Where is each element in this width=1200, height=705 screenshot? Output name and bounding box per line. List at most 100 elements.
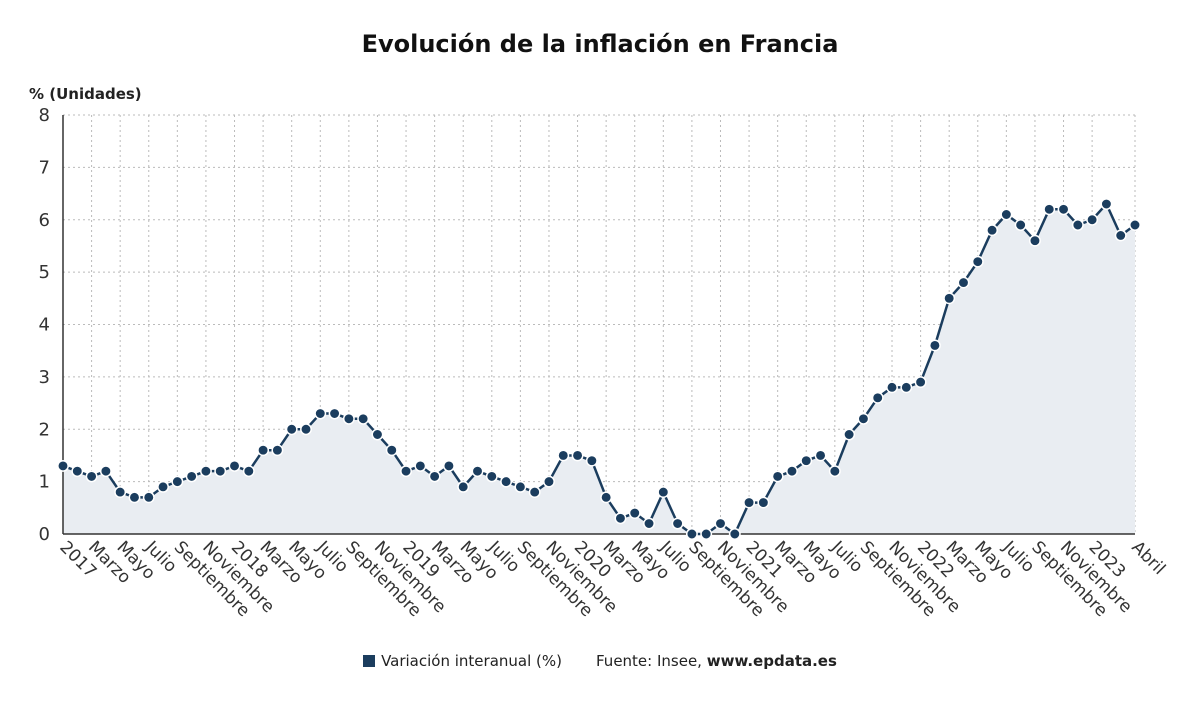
y-tick-label: 5 [39,262,50,283]
data-point [242,465,255,478]
data-point [71,465,84,478]
data-point [943,292,956,305]
y-tick-label: 1 [39,472,50,493]
data-point [671,517,684,530]
data-point [442,459,455,472]
y-tick-label: 7 [39,157,50,178]
data-point [571,449,584,462]
data-point [900,381,913,394]
data-point [328,407,341,420]
data-point [1043,203,1056,216]
data-point [814,449,827,462]
x-tick-label: Abril [1127,537,1169,579]
data-point [1129,219,1141,231]
data-point [914,376,927,389]
y-tick-label: 4 [39,315,50,336]
data-point [714,517,727,530]
y-tick-label: 3 [39,367,50,388]
data-point [786,465,798,478]
data-point [886,381,898,394]
data-point [1114,229,1127,242]
data-point [928,339,941,352]
data-point [600,491,613,504]
data-point [57,459,69,472]
data-point [428,470,441,483]
legend: Variación interanual (%) Fuente: Insee, w… [0,652,1200,670]
data-point [385,444,398,457]
data-point [843,428,856,441]
data-point [1029,234,1041,247]
data-point [471,465,484,478]
data-point [1071,219,1084,231]
data-point [457,480,470,493]
data-point [1000,208,1013,221]
data-point [171,475,184,488]
data-point [657,486,670,499]
legend-swatch [363,655,376,667]
y-tick-labels: 0 1 2 3 4 5 6 7 8 [39,105,50,545]
data-point [871,391,884,404]
data-point [628,507,641,519]
data-point [157,480,170,493]
data-point [828,465,841,478]
data-point [614,512,627,525]
data-point [357,412,370,425]
data-point [585,454,598,467]
data-point [543,475,555,488]
data-point [400,465,412,478]
data-point [514,480,527,493]
y-tick-label: 8 [39,105,50,126]
data-point [1086,213,1099,226]
data-point [986,224,999,237]
data-point [271,444,284,457]
data-point [728,528,741,540]
data-point [300,423,312,436]
data-point [285,423,298,436]
data-point [757,496,770,509]
data-point [199,465,212,478]
data-point [557,449,570,462]
data-point [643,517,655,530]
x-tick-labels: 2017MarzoMayoJulioSeptiembreNoviembre201… [55,537,1169,621]
series-line [62,202,1136,536]
data-point [500,475,513,488]
data-point [485,470,498,483]
legend-series-label: Variación interanual (%) [381,652,562,670]
data-point [771,470,784,483]
data-point [971,255,984,268]
data-point [1100,198,1113,210]
data-point [800,454,813,467]
series-group [57,198,1141,540]
data-point [128,491,141,504]
data-point [228,459,241,472]
y-tick-label: 0 [39,524,50,545]
data-point [857,412,870,425]
source-url: www.epdata.es [706,652,837,670]
y-tick-label: 2 [39,419,50,440]
data-point [957,276,970,289]
data-point [214,465,227,478]
data-point [99,465,112,478]
data-point [142,491,155,504]
data-point [114,486,127,499]
area-fill [63,204,1135,535]
y-tick-label: 6 [39,210,50,231]
data-point [700,528,713,540]
data-point [257,444,270,457]
data-point [743,496,756,509]
data-point [414,459,427,472]
data-point [528,486,541,499]
data-point [685,528,698,540]
data-point [314,407,327,420]
data-point [85,470,98,483]
area-path [63,204,1135,535]
data-point [371,428,384,441]
data-point [185,470,198,483]
data-point [1057,203,1070,216]
y-axis-label: % (Unidades) [29,85,142,103]
data-point [1014,219,1027,231]
source-text: Fuente: Insee, [596,652,702,670]
data-point [342,412,355,425]
chart-title: Evolución de la inflación en Francia [361,30,839,58]
